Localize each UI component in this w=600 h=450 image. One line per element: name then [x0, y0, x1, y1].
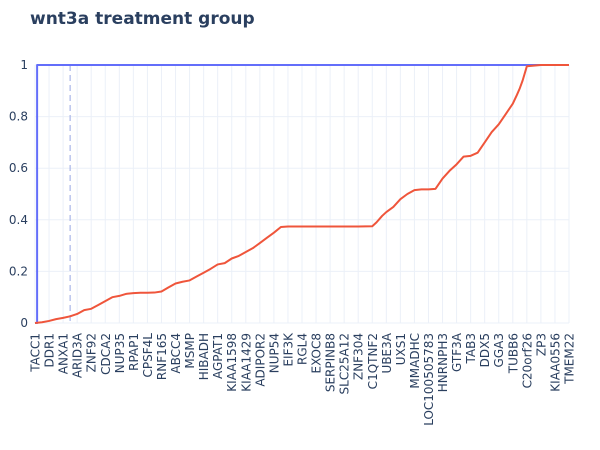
- x-tick-label: DDR1: [43, 333, 57, 367]
- x-tick-label: ADIPOR2: [253, 333, 267, 387]
- x-tick-label: KIAA1429: [239, 333, 253, 392]
- x-tick-label: TMEM22: [563, 333, 577, 385]
- x-tick-label: C20orf26: [520, 333, 534, 388]
- series-lines: [34, 64, 569, 324]
- series-line-red: [34, 64, 569, 324]
- x-tick-label: ZP3: [534, 333, 548, 356]
- x-tick-label: ANXA1: [57, 333, 71, 374]
- x-tick-label: C1QTNF2: [366, 333, 380, 389]
- x-tick-label: ABCC4: [169, 333, 183, 374]
- y-tick-label: 0.4: [9, 213, 28, 227]
- x-tick-label: GTF3A: [450, 332, 464, 372]
- x-tick-label: CDCA2: [99, 333, 113, 375]
- x-tick-label: NUP35: [113, 333, 127, 373]
- x-tick-label: EXOC8: [310, 333, 324, 374]
- x-tick-label: LOC100505783: [422, 333, 436, 426]
- x-tick-label: ARID3A: [71, 332, 85, 378]
- x-tick-label: DDX5: [478, 333, 492, 367]
- x-tick-label: RNF165: [155, 333, 169, 380]
- x-tick-label: EIF3K: [281, 332, 295, 367]
- chart-title: wnt3a treatment group: [30, 9, 255, 29]
- x-tick-label: TACC1: [29, 333, 43, 373]
- x-tick-label: KIAA0556: [548, 333, 562, 392]
- y-tick-label: 0: [20, 316, 28, 330]
- x-tick-label: SLC25A12: [338, 333, 352, 394]
- x-axis-ticks: TACC1 DDR1 ANXA1 ARID3A ZNF92 CDCA2 NUP35 RPAP1…: [29, 332, 577, 426]
- y-tick-label: 1: [20, 58, 28, 72]
- x-tick-label: RGL4: [296, 333, 310, 365]
- x-tick-label: MMADHC: [408, 333, 422, 389]
- x-tick-label: MSMP: [183, 333, 197, 369]
- y-tick-label: 0.8: [9, 110, 28, 124]
- x-tick-label: ZNF92: [85, 333, 99, 372]
- y-tick-label: 0.6: [9, 161, 28, 175]
- x-tick-label: NUP54: [267, 333, 281, 373]
- y-axis-ticks: 0 0.2 0.4 0.6 0.8 1: [9, 58, 28, 330]
- x-tick-label: TAB3: [464, 333, 478, 364]
- x-tick-label: UXS1: [394, 333, 408, 365]
- x-tick-label: RPAP1: [127, 333, 141, 371]
- x-tick-label: GGA3: [492, 333, 506, 367]
- x-tick-label: KIAA1598: [225, 333, 239, 392]
- x-tick-label: AGPAT1: [211, 333, 225, 379]
- x-tick-label: ZNF304: [352, 333, 366, 380]
- y-tick-label: 0.2: [9, 264, 28, 278]
- x-tick-label: SERPINB8: [324, 333, 338, 392]
- x-tick-label: HIBADH: [197, 333, 211, 380]
- x-tick-label: HNRNPH3: [436, 333, 450, 392]
- x-tick-label: TUBB6: [506, 333, 520, 374]
- x-tick-label: CPSF4L: [141, 333, 155, 378]
- grid: [34, 64, 570, 324]
- x-tick-label: UBE3A: [380, 332, 394, 373]
